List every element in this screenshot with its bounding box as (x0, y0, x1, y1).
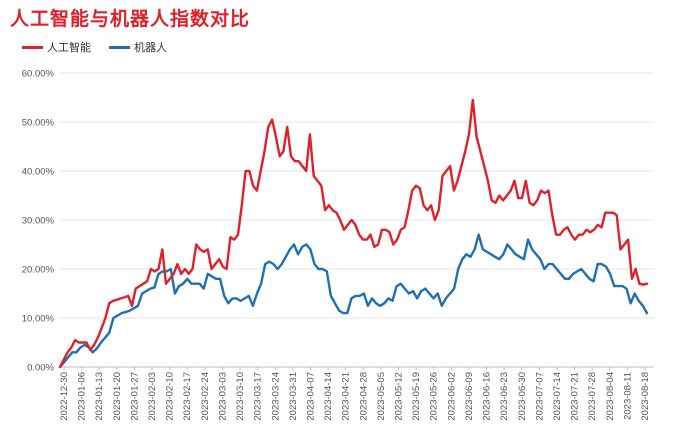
x-tick-label: 2023-02-10 (165, 372, 176, 421)
legend-item-robot: 机器人 (109, 39, 167, 55)
x-tick-label: 2023-02-17 (182, 372, 193, 421)
x-tick-label: 2023-03-03 (217, 372, 228, 421)
x-tick-label: 2022-12-30 (59, 372, 70, 421)
x-tick-label: 2023-07-07 (534, 372, 545, 421)
x-tick-label: 2023-03-17 (253, 372, 264, 421)
x-tick-label: 2023-03-31 (288, 372, 299, 421)
x-tick-label: 2023-06-09 (464, 372, 475, 421)
x-tick-label: 2023-02-24 (200, 372, 211, 421)
x-tick-label: 2023-04-28 (358, 372, 369, 421)
x-tick-label: 2023-05-26 (429, 372, 440, 421)
x-tick-label: 2023-06-30 (517, 372, 528, 421)
x-tick-label: 2023-06-23 (499, 372, 510, 421)
x-tick-label: 2023-02-03 (147, 372, 158, 421)
x-tick-label: 2023-07-14 (552, 372, 563, 421)
y-tick-label: 40.00% (22, 167, 55, 178)
x-tick-label: 2023-06-02 (446, 372, 457, 421)
x-tick-label: 2023-08-11 (622, 372, 633, 420)
legend-swatch-robot (109, 45, 130, 49)
x-tick-label: 2023-03-10 (235, 372, 246, 421)
y-tick-label: 10.00% (22, 314, 55, 325)
chart-title: 人工智能与机器人指数对比 (10, 8, 251, 30)
legend-item-ai: 人工智能 (22, 39, 91, 55)
y-tick-label: 60.00% (22, 69, 55, 80)
x-tick-label: 2023-05-05 (376, 372, 387, 421)
x-tick-label: 2023-04-07 (305, 372, 316, 421)
x-tick-label: 2023-04-21 (341, 372, 352, 421)
x-tick-label: 2023-07-21 (570, 372, 581, 421)
x-tick-label: 2023-05-12 (394, 372, 405, 421)
chart-legend: 人工智能 机器人 (22, 39, 185, 55)
x-tick-label: 2023-01-20 (112, 372, 123, 421)
x-tick-label: 2023-07-28 (587, 372, 598, 421)
series-line-ai (58, 98, 649, 369)
legend-label-robot: 机器人 (134, 41, 167, 54)
legend-label-ai: 人工智能 (47, 41, 91, 54)
x-tick-label: 2023-04-14 (323, 372, 334, 421)
x-tick-label: 2023-01-27 (129, 372, 140, 421)
x-tick-label: 2023-08-04 (605, 372, 616, 421)
legend-swatch-ai (22, 45, 43, 49)
x-tick-label: 2023-06-16 (482, 372, 493, 421)
x-tick-label: 2023-05-19 (411, 372, 422, 421)
y-tick-label: 50.00% (22, 118, 55, 129)
series-line-robot (58, 233, 649, 369)
x-tick-label: 2023-01-06 (77, 372, 88, 421)
x-tick-label: 2023-01-13 (94, 372, 105, 421)
y-tick-label: 30.00% (22, 216, 55, 227)
x-tick-label: 2023-08-18 (640, 372, 651, 421)
x-tick-label: 2023-03-24 (270, 372, 281, 421)
y-tick-label: 20.00% (22, 265, 55, 276)
y-tick-label: 0.00% (27, 363, 54, 374)
